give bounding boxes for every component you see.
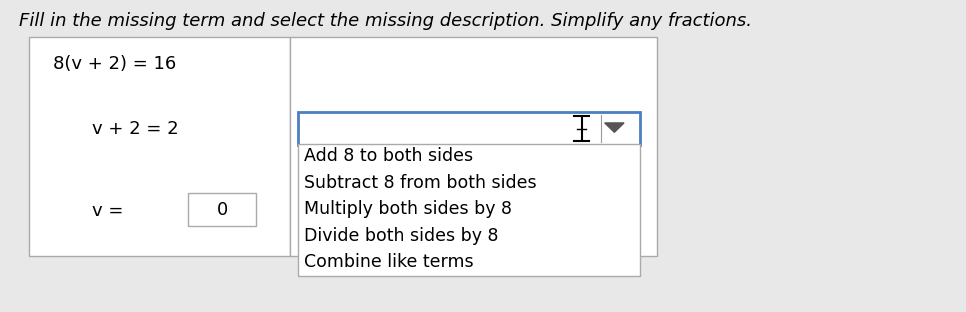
FancyBboxPatch shape	[188, 193, 256, 226]
Text: Combine like terms: Combine like terms	[304, 253, 474, 271]
Text: Divide both sides by 8: Divide both sides by 8	[304, 227, 498, 245]
FancyBboxPatch shape	[29, 37, 290, 256]
Text: Multiply both sides by 8: Multiply both sides by 8	[304, 200, 512, 218]
FancyBboxPatch shape	[298, 144, 640, 276]
FancyBboxPatch shape	[298, 112, 640, 145]
Text: Subtract 8 from both sides: Subtract 8 from both sides	[304, 173, 537, 192]
Text: v =: v =	[92, 202, 128, 220]
Text: v + 2 = 2: v + 2 = 2	[92, 120, 179, 139]
Text: Fill in the missing term and select the missing description. Simplify any fracti: Fill in the missing term and select the …	[19, 12, 753, 31]
Text: Add 8 to both sides: Add 8 to both sides	[304, 147, 473, 165]
Text: 8(v + 2) = 16: 8(v + 2) = 16	[53, 55, 177, 73]
Polygon shape	[605, 123, 624, 132]
FancyBboxPatch shape	[290, 37, 657, 256]
Text: 0: 0	[216, 201, 228, 219]
